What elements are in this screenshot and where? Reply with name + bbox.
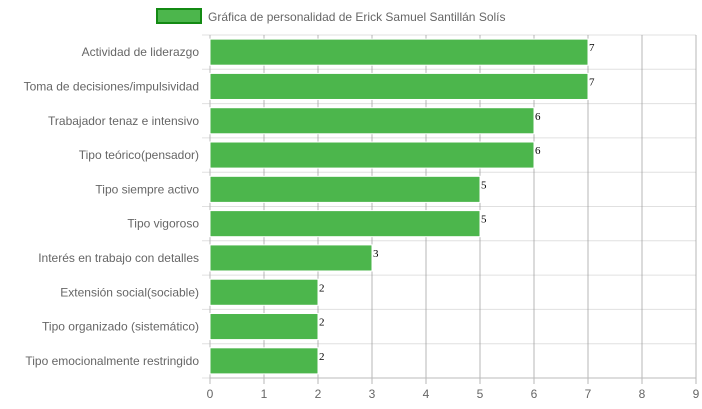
data-label: 5 — [481, 214, 487, 226]
x-tick-label: 1 — [261, 387, 268, 401]
x-tick-label: 9 — [693, 387, 700, 401]
legend[interactable]: Gráfica de personalidad de Erick Samuel … — [156, 8, 506, 24]
category-label: Tipo emocionalmente restringido — [25, 354, 199, 368]
category-label: Tipo organizado (sistemático) — [42, 320, 199, 334]
bar — [209, 210, 481, 238]
bar — [209, 141, 535, 169]
category-label: Extensión social(sociable) — [60, 285, 199, 299]
category-label: Interés en trabajo con detalles — [38, 251, 199, 265]
legend-label: Gráfica de personalidad de Erick Samuel … — [208, 10, 506, 24]
category-label: Trabajador tenaz e intensivo — [48, 114, 199, 128]
x-tick-label: 3 — [369, 387, 376, 401]
bar — [209, 107, 535, 135]
category-label: Tipo teórico(pensador) — [79, 148, 199, 162]
legend-swatch[interactable] — [156, 8, 202, 24]
bar — [209, 278, 319, 306]
category-label: Toma de decisiones/impulsividad — [24, 79, 199, 93]
data-label: 3 — [373, 248, 379, 260]
category-labels: Actividad de liderazgo Toma de decisiones… — [24, 45, 200, 368]
category-label: Tipo siempre activo — [95, 182, 199, 196]
x-tick-label: 4 — [423, 387, 430, 401]
data-label: 2 — [319, 351, 325, 363]
category-label: Tipo vigoroso — [127, 217, 199, 231]
x-axis-ticks: 0 1 2 3 4 5 6 7 8 9 — [207, 387, 700, 401]
bar — [209, 38, 589, 66]
bar — [209, 313, 319, 341]
bar — [209, 347, 319, 375]
x-tick-label: 8 — [639, 387, 646, 401]
x-tick-label: 7 — [585, 387, 592, 401]
x-tick-label: 2 — [315, 387, 322, 401]
data-label: 5 — [481, 179, 487, 191]
bar — [209, 175, 481, 203]
category-label: Actividad de liderazgo — [82, 45, 200, 59]
x-tick-label: 6 — [531, 387, 538, 401]
data-label: 7 — [589, 76, 595, 88]
value-labels: 7 7 6 6 5 5 3 2 2 2 — [319, 42, 595, 363]
data-label: 6 — [535, 145, 541, 157]
x-tick-label: 0 — [207, 387, 214, 401]
x-tick-label: 5 — [477, 387, 484, 401]
bar — [209, 72, 589, 100]
bars — [209, 38, 589, 375]
bar — [209, 244, 373, 272]
data-label: 6 — [535, 111, 541, 123]
data-label: 2 — [319, 317, 325, 329]
data-label: 7 — [589, 42, 595, 54]
data-label: 2 — [319, 282, 325, 294]
